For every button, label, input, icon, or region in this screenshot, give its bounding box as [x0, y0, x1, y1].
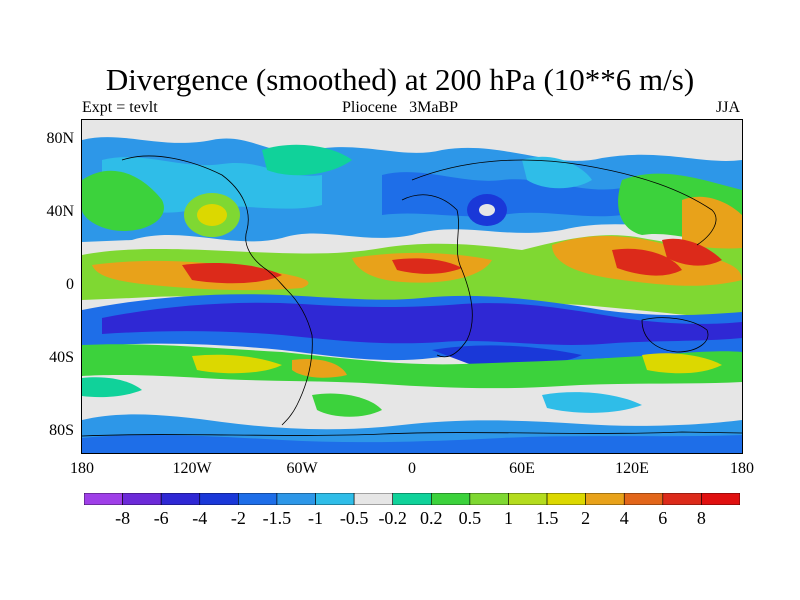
y-tick-label: 80N	[46, 130, 74, 147]
divergence-map	[81, 119, 743, 454]
colorbar-swatch	[508, 493, 548, 505]
x-tick-label: 180	[70, 460, 94, 477]
x-tick-label: 120W	[172, 460, 212, 477]
map-canvas	[82, 120, 742, 453]
y-tick-label: 80S	[49, 422, 74, 439]
antarctica-outline	[82, 431, 742, 437]
colorbar-swatch	[430, 493, 471, 505]
y-tick-label: 40S	[49, 349, 74, 366]
colorbar	[84, 493, 740, 505]
colorbar-tick-label: 6	[658, 508, 668, 528]
experiment-label: Expt = tevlt	[82, 99, 158, 116]
colorbar-swatch	[701, 493, 740, 505]
eurasia-outline	[411, 159, 717, 246]
colorbar-swatch	[276, 493, 316, 505]
colorbar-tick-label: -0.5	[339, 508, 369, 528]
colorbar-swatch	[84, 493, 123, 505]
colorbar-swatch	[315, 493, 355, 505]
colorbar-tick-label: 0.5	[458, 508, 482, 528]
colorbar-tick-label: -4	[192, 508, 208, 528]
period-label: Pliocene 3MaBP	[342, 99, 458, 116]
x-tick-label: 120E	[615, 460, 649, 477]
continent-outlines	[82, 155, 742, 437]
colorbar-tick-label: 1.5	[535, 508, 559, 528]
colorbar-swatch	[160, 493, 201, 505]
colorbar-swatch	[122, 493, 162, 505]
colorbar-swatch	[238, 493, 278, 505]
colorbar-swatch	[623, 493, 664, 505]
colorbar-tick-label: -1	[308, 508, 323, 528]
africa-outline	[401, 194, 473, 358]
plot-title: Divergence (smoothed) at 200 hPa (10**6 …	[105, 62, 695, 97]
y-tick-label: 0	[66, 276, 74, 293]
tropical-divergence-band	[82, 235, 742, 320]
x-tick-label: 0	[408, 460, 416, 477]
x-tick-label: 180	[730, 460, 754, 477]
colorbar-tick-label: -1.5	[262, 508, 292, 528]
colorbar-tick-label: 1	[504, 508, 513, 528]
colorbar-swatch	[469, 493, 509, 505]
southern-high-latitude-field	[82, 392, 742, 453]
colorbar-tick-label: -0.2	[378, 508, 407, 528]
colorbar-tick-label: 4	[619, 508, 629, 528]
colorbar-swatch	[199, 493, 239, 505]
colorbar-swatch	[353, 493, 394, 505]
y-tick-label: 40N	[46, 203, 74, 220]
colorbar-tick-label: 2	[581, 508, 591, 528]
australia-outline	[641, 317, 709, 353]
northern-convergence-field	[82, 137, 742, 242]
colorbar-swatch	[546, 493, 586, 505]
northern-divergence-field	[82, 144, 742, 257]
colorbar-swatch	[662, 493, 702, 505]
tropical-convergence-band	[82, 294, 742, 367]
colorbar-tick-label: -2	[230, 508, 246, 528]
colorbar-tick-label: 0.2	[420, 508, 443, 528]
x-tick-label: 60W	[286, 460, 318, 477]
colorbar-tick-label: 8	[696, 508, 706, 528]
colorbar-tick-label: -6	[153, 508, 169, 528]
colorbar-swatch	[585, 493, 625, 505]
season-label: JJA	[715, 99, 740, 116]
north-america-outline	[121, 155, 288, 291]
southern-divergence-band	[82, 344, 742, 398]
south-america-outline	[281, 289, 313, 426]
colorbar-tick-label: -8	[115, 508, 131, 528]
colorbar-swatch	[392, 493, 432, 505]
x-tick-label: 60E	[509, 460, 535, 477]
